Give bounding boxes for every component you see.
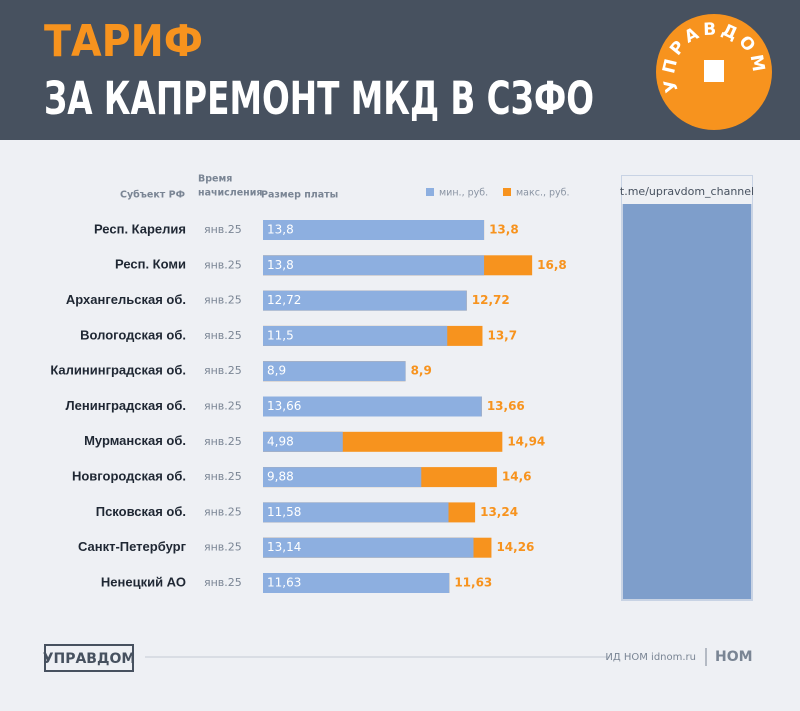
min-value-label: 8,9 — [267, 364, 286, 378]
category-label: Респ. Карелия — [94, 221, 186, 236]
max-value-label: 11,63 — [454, 576, 492, 590]
date-label: янв.25 — [204, 435, 242, 448]
date-label: янв.25 — [204, 576, 242, 589]
category-label: Мурманская об. — [84, 433, 186, 448]
category-label: Санкт-Петербург — [78, 539, 187, 554]
date-label: янв.25 — [204, 541, 242, 554]
min-bar — [263, 537, 474, 558]
min-bar — [263, 325, 448, 346]
date-label: янв.25 — [204, 470, 242, 483]
max-value-label: 13,8 — [489, 223, 519, 237]
category-label: Архангельская об. — [66, 292, 186, 307]
legend-label: макс., руб. — [516, 188, 570, 199]
max-value-label: 12,72 — [472, 293, 510, 307]
column-date: Время — [198, 174, 232, 185]
min-bar — [263, 573, 450, 593]
title-line2: ЗА КАПРЕМОНТ МКД В СЗФО — [44, 72, 594, 125]
date-label: янв.25 — [204, 400, 242, 413]
min-bar — [263, 467, 422, 488]
max-value-label: 13,7 — [487, 328, 517, 342]
category-label: Новгородская об. — [72, 469, 186, 484]
column-subject: Субъект РФ — [120, 190, 185, 201]
footer-brand-box — [44, 644, 134, 672]
min-bar — [263, 220, 485, 240]
legend-label: мин., руб. — [439, 188, 488, 199]
min-value-label: 13,8 — [267, 258, 294, 272]
logo-house — [704, 60, 724, 82]
date-label: янв.25 — [204, 505, 242, 518]
category-label: Калининградская об. — [50, 363, 186, 378]
min-bar — [263, 361, 406, 382]
min-value-label: 13,8 — [267, 223, 294, 237]
min-value-label: 12,72 — [267, 293, 301, 307]
title-line1: ТАРИФ — [44, 16, 203, 67]
legend-swatch — [426, 188, 434, 196]
footer-publisher-logo: НОМ — [715, 649, 753, 665]
max-value-label: 14,6 — [502, 470, 532, 484]
category-label: Ленинградская об. — [66, 398, 186, 413]
max-value-label: 14,26 — [496, 540, 534, 554]
max-value-label: 13,24 — [480, 505, 518, 519]
category-label: Ненецкий АО — [101, 574, 186, 589]
date-label: янв.25 — [204, 329, 242, 342]
min-value-label: 9,88 — [267, 470, 294, 484]
max-value-label: 14,94 — [507, 434, 545, 448]
side-photo — [621, 175, 753, 601]
date-label: янв.25 — [204, 294, 242, 307]
category-label: Псковская об. — [96, 504, 186, 519]
date-label: янв.25 — [204, 364, 242, 377]
min-bar — [263, 255, 485, 276]
min-bar — [263, 431, 343, 452]
min-value-label: 13,14 — [267, 540, 301, 554]
column-value: Размер платы — [261, 190, 338, 201]
min-bar — [263, 290, 467, 311]
date-label: янв.25 — [204, 258, 242, 271]
legend-swatch — [503, 188, 511, 196]
min-value-label: 13,66 — [267, 399, 301, 413]
min-bar — [263, 502, 449, 523]
max-value-label: 8,9 — [411, 364, 432, 378]
min-bar — [263, 396, 482, 417]
max-value-label: 13,66 — [487, 399, 525, 413]
footer-publisher: ИД НОМ idnom.ru — [605, 652, 696, 663]
side-channel: t.me/upravdom_channel — [620, 185, 754, 198]
side-caption-bg — [622, 176, 752, 204]
min-value-label: 11,58 — [267, 505, 301, 519]
category-label: Вологодская об. — [80, 327, 186, 342]
date-label: янв.25 — [204, 223, 242, 236]
min-value-label: 11,5 — [267, 328, 294, 342]
category-label: Респ. Коми — [115, 257, 186, 272]
max-value-label: 16,8 — [537, 258, 567, 272]
min-value-label: 4,98 — [267, 434, 294, 448]
footer-brand: УПРАВДОМ — [43, 651, 136, 667]
column-date: начисления — [198, 188, 263, 199]
min-value-label: 11,63 — [267, 576, 301, 590]
